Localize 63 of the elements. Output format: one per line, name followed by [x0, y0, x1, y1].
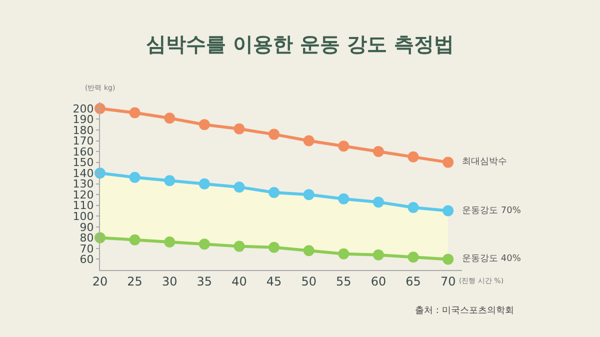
point — [129, 107, 140, 118]
y-tick-label: 80 — [80, 232, 94, 245]
y-tick-label: 180 — [72, 124, 94, 137]
y-tick-label: 60 — [80, 253, 94, 266]
y-tick-label: 150 — [72, 156, 94, 170]
point — [338, 140, 350, 152]
y-tick-label: 170 — [72, 134, 94, 148]
y-tick-label: 140 — [72, 166, 94, 180]
point — [129, 234, 140, 246]
point — [234, 240, 245, 252]
y-tick-label: 120 — [72, 188, 94, 202]
x-tick-label: 55 — [336, 274, 352, 288]
point — [94, 168, 106, 179]
x-tick-label: 40 — [232, 274, 247, 288]
point — [268, 186, 280, 198]
point — [442, 156, 454, 168]
y-tick-label: 130 — [72, 178, 94, 191]
point — [408, 252, 419, 263]
point — [198, 238, 210, 250]
y-tick-label: 110 — [72, 199, 94, 212]
point — [372, 146, 384, 158]
x-tick-label: 20 — [92, 274, 108, 288]
point — [94, 102, 106, 114]
point — [442, 254, 454, 265]
x-tick-label: 45 — [266, 274, 282, 288]
point — [408, 202, 419, 214]
y-tick-label: 100 — [72, 210, 94, 223]
point — [338, 193, 350, 204]
point — [338, 248, 350, 260]
x-tick-label: 50 — [301, 274, 316, 288]
chart-title: 심박수를 이용한 운동 강도 측정법 — [146, 32, 454, 56]
y-tick-label: 160 — [72, 145, 94, 158]
series-label: 운동강도 70% — [462, 206, 522, 216]
series-label: 운동강도 40% — [462, 254, 522, 264]
y-tick-label: 70 — [80, 242, 94, 256]
series-label: 최대심박수 — [462, 157, 507, 167]
point — [268, 242, 280, 253]
y-tick-label: 200 — [72, 102, 94, 116]
y-tick-label: 90 — [80, 220, 94, 234]
point — [372, 249, 384, 260]
point — [268, 128, 280, 140]
point — [164, 236, 176, 248]
x-tick-label: 30 — [162, 274, 178, 288]
x-tick-label: 70 — [440, 274, 456, 288]
point — [303, 135, 314, 146]
point — [442, 205, 454, 216]
x-tick-label: 35 — [196, 274, 212, 288]
point — [303, 245, 314, 256]
point — [129, 172, 140, 183]
point — [198, 119, 210, 130]
source-note: 출처 : 미국스포츠의학회 — [415, 306, 514, 316]
point — [164, 175, 176, 186]
point — [234, 123, 245, 134]
x-tick-label: 65 — [406, 274, 421, 288]
point — [198, 178, 210, 190]
point — [408, 151, 419, 162]
point — [303, 189, 314, 200]
x-tick-label: 60 — [370, 274, 386, 288]
point — [234, 182, 245, 193]
x-tick-label: 25 — [127, 274, 142, 288]
point — [164, 112, 176, 124]
point — [372, 196, 384, 208]
y-tick-label: 190 — [72, 113, 94, 126]
